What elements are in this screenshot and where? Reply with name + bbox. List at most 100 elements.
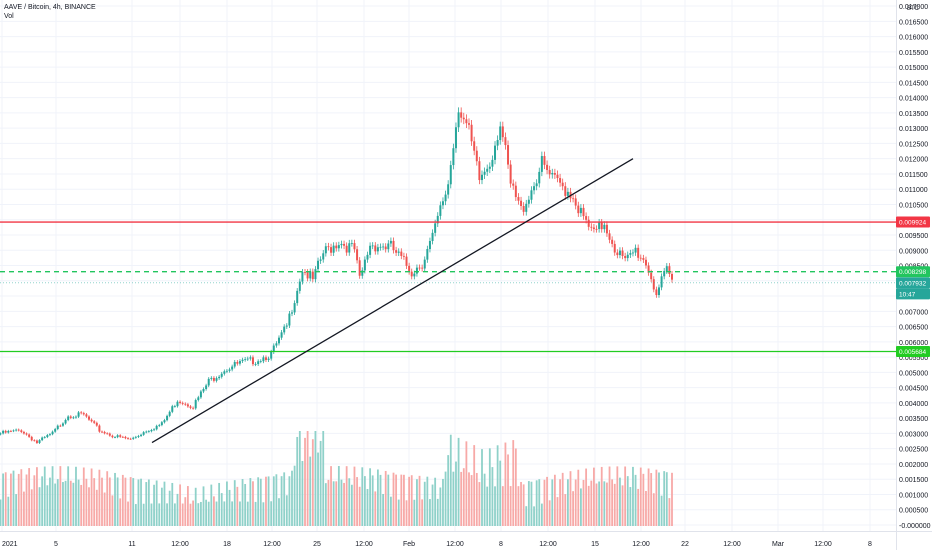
candle-body bbox=[611, 239, 614, 244]
volume-bar bbox=[93, 478, 96, 526]
candle-body bbox=[389, 240, 392, 244]
candle-body bbox=[262, 357, 265, 362]
candle-body bbox=[441, 201, 444, 206]
candle-body bbox=[95, 422, 98, 426]
candle-body bbox=[189, 406, 192, 408]
candle-body bbox=[655, 289, 658, 296]
candle-body bbox=[574, 198, 577, 206]
candle-body bbox=[491, 159, 494, 167]
volume-bar bbox=[67, 466, 70, 526]
symbol-title[interactable]: AAVE / Bitcoin, 4h, BINANCE bbox=[4, 4, 96, 11]
candle-body bbox=[577, 205, 580, 214]
candle-body bbox=[551, 173, 554, 175]
volume-bar bbox=[608, 466, 611, 526]
drawn-lines[interactable] bbox=[0, 158, 896, 444]
axis-currency-label: BTC bbox=[907, 6, 920, 12]
time-tick-label: 22 bbox=[681, 541, 689, 548]
volume-bar bbox=[403, 474, 405, 526]
candle-body bbox=[311, 271, 314, 280]
candle-body bbox=[327, 246, 330, 248]
price-tick-label: 0.014000 bbox=[899, 96, 928, 103]
volume-bars bbox=[0, 431, 673, 526]
candle-body bbox=[324, 246, 327, 254]
candle-body bbox=[579, 207, 582, 214]
candle-body bbox=[309, 271, 312, 279]
volume-bar bbox=[436, 498, 439, 526]
volume-bar bbox=[306, 431, 309, 526]
candle-body bbox=[397, 251, 400, 253]
candle-body bbox=[538, 171, 541, 184]
candle-body bbox=[218, 376, 221, 379]
candle-body bbox=[501, 126, 504, 138]
price-tick-label: 0.006000 bbox=[899, 340, 928, 347]
time-axis[interactable]: 2021 5 11 12:00 18 12:00 25 12:00 Feb 12:00 8 12:00… bbox=[2, 541, 872, 548]
volume-bar bbox=[585, 468, 588, 526]
candle-body bbox=[543, 156, 546, 165]
volume-bar bbox=[361, 467, 364, 526]
candle-body bbox=[259, 361, 262, 362]
volume-bar bbox=[173, 503, 176, 526]
volume-bar bbox=[210, 484, 213, 526]
volume-bar bbox=[153, 484, 155, 526]
candle-body bbox=[134, 436, 137, 438]
volume-bar bbox=[468, 472, 470, 526]
volume-indicator-label[interactable]: Vol bbox=[4, 13, 14, 20]
candle-body bbox=[343, 243, 346, 246]
volume-bar bbox=[369, 468, 371, 526]
volume-bar bbox=[632, 466, 634, 526]
volume-bar bbox=[127, 501, 129, 526]
volume-bar bbox=[75, 466, 77, 526]
volume-bar bbox=[147, 479, 150, 526]
candle-body bbox=[431, 232, 434, 241]
candle-body bbox=[478, 161, 481, 181]
volume-bar bbox=[296, 436, 299, 526]
price-tick-label: 0.010500 bbox=[899, 202, 928, 209]
volume-bar bbox=[158, 503, 161, 526]
candle-body bbox=[504, 137, 507, 146]
volume-bar bbox=[59, 466, 62, 526]
time-tick-label: 5 bbox=[54, 541, 58, 548]
volume-bar bbox=[452, 471, 455, 526]
candle-body bbox=[82, 413, 85, 415]
candle-body bbox=[12, 430, 15, 432]
volume-bar bbox=[517, 486, 520, 526]
volume-bar bbox=[283, 472, 286, 526]
candle-body bbox=[358, 260, 361, 276]
time-tick-label: 18 bbox=[223, 541, 231, 548]
volume-bar bbox=[239, 501, 241, 526]
candle-body bbox=[460, 112, 463, 118]
candle-body bbox=[9, 430, 12, 432]
candle-body bbox=[371, 245, 374, 247]
candle-body bbox=[335, 245, 338, 249]
candle-body bbox=[158, 425, 161, 426]
volume-bar bbox=[231, 501, 234, 526]
candle-body bbox=[142, 432, 145, 435]
candle-body bbox=[160, 422, 163, 426]
volume-bar bbox=[51, 466, 54, 526]
candle-body bbox=[264, 357, 267, 360]
candle-body bbox=[350, 243, 353, 244]
candle-body bbox=[314, 269, 317, 280]
volume-bar bbox=[455, 461, 457, 526]
volume-bar bbox=[577, 469, 580, 526]
volume-bar bbox=[335, 481, 338, 526]
volume-bar bbox=[98, 469, 101, 526]
volume-bar bbox=[64, 480, 67, 526]
volume-bar bbox=[267, 476, 270, 526]
candle-body bbox=[369, 245, 372, 255]
volume-bar bbox=[345, 466, 348, 526]
price-tick-label: 0.017000 bbox=[899, 4, 928, 11]
volume-bar bbox=[363, 476, 366, 526]
volume-bar bbox=[376, 469, 379, 526]
candle-body bbox=[436, 215, 439, 224]
volume-bar bbox=[431, 484, 434, 526]
candle-body bbox=[181, 402, 184, 404]
time-tick-label: 12:00 bbox=[446, 541, 464, 548]
price-tick-label: 0.006500 bbox=[899, 325, 928, 332]
volume-bar bbox=[207, 501, 210, 526]
volume-bar bbox=[449, 434, 452, 526]
volume-bar bbox=[262, 502, 265, 526]
